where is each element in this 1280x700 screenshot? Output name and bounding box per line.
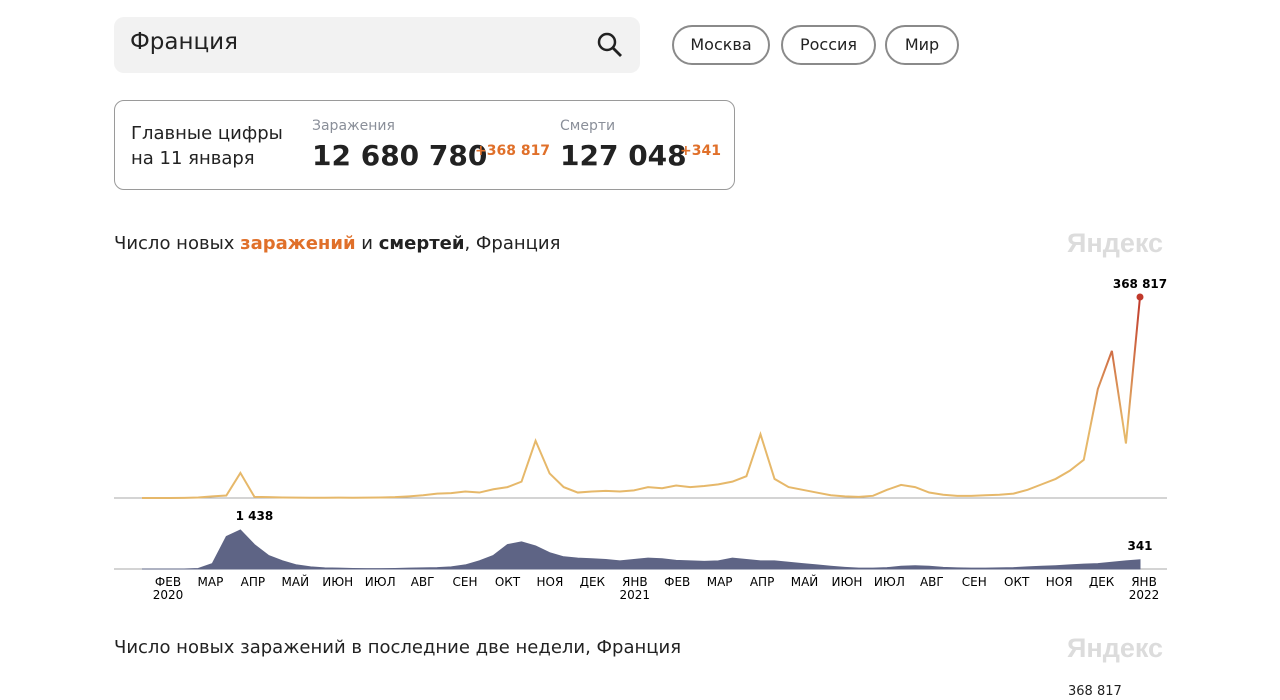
search-box[interactable]: Франция [114, 17, 640, 73]
cases-total: 12 680 780 [312, 139, 488, 172]
deaths-label: Смерти [560, 118, 616, 134]
value-label: 341 [1127, 539, 1152, 553]
month-label: НОЯ [1046, 575, 1073, 589]
year-label: 2022 [1129, 588, 1160, 602]
title-part: Число новых [114, 233, 241, 254]
deaths-total: 127 048 [560, 139, 687, 172]
peak-label: 368 817 [1068, 684, 1122, 699]
month-label: МАР [707, 575, 733, 589]
region-button[interactable]: Мир [885, 25, 959, 65]
month-label: ОКТ [1004, 575, 1030, 589]
month-label: ФЕВ [155, 575, 181, 589]
region-button[interactable]: Москва [672, 25, 770, 65]
title-part: смертей [378, 233, 465, 254]
month-label: СЕН [962, 575, 987, 589]
deaths-delta: +341 [680, 143, 721, 159]
year-label: 2020 [153, 588, 184, 602]
month-label: ИЮН [831, 575, 862, 589]
month-label: ИЮЛ [365, 575, 396, 589]
cases-delta: +368 817 [475, 143, 551, 159]
month-label: ИЮН [322, 575, 353, 589]
search-query[interactable]: Франция [130, 29, 238, 55]
month-label: АВГ [411, 575, 435, 589]
month-label: ИЮЛ [874, 575, 905, 589]
deaths-area [142, 529, 1141, 570]
title-part: , Франция [464, 233, 561, 254]
month-label: ФЕВ [664, 575, 690, 589]
month-label: АПР [750, 575, 774, 589]
month-label: АПР [241, 575, 265, 589]
summary-card: Главные цифры на 11 января Заражения 12 … [114, 100, 735, 190]
month-label: АВГ [920, 575, 944, 589]
logo: Яндекс [1067, 228, 1164, 258]
month-label: ОКТ [495, 575, 521, 589]
month-label: МАЙ [282, 574, 310, 589]
title-part: и [355, 233, 379, 254]
month-label: МАР [198, 575, 224, 589]
year-label: 2021 [620, 588, 651, 602]
search-icon[interactable] [596, 31, 624, 59]
month-label: ДЕК [580, 575, 606, 589]
summary-heading-line: на 11 января [131, 148, 255, 169]
month-label: МАЙ [791, 574, 819, 589]
cases-label: Заражения [312, 118, 395, 134]
title-part: заражений [240, 233, 356, 254]
chart2-title: Число новых заражений в последние две не… [114, 637, 682, 658]
month-label: ЯНВ [622, 575, 648, 589]
month-label: НОЯ [537, 575, 564, 589]
month-label: ДЕК [1089, 575, 1115, 589]
cases-line [142, 296, 1141, 499]
month-label: ЯНВ [1131, 575, 1157, 589]
chart-title: Число новых заражений и смертей, Франция [114, 233, 560, 254]
summary-heading: Главные цифры на 11 января [131, 121, 283, 171]
logo: Яндекс [1067, 633, 1164, 663]
region-button[interactable]: Россия [781, 25, 876, 65]
month-label: СЕН [453, 575, 478, 589]
value-label: 368 817 [1113, 277, 1167, 291]
value-label: 1 438 [236, 509, 274, 523]
peak-dot [1136, 293, 1144, 301]
summary-heading-line: Главные цифры [131, 123, 283, 144]
